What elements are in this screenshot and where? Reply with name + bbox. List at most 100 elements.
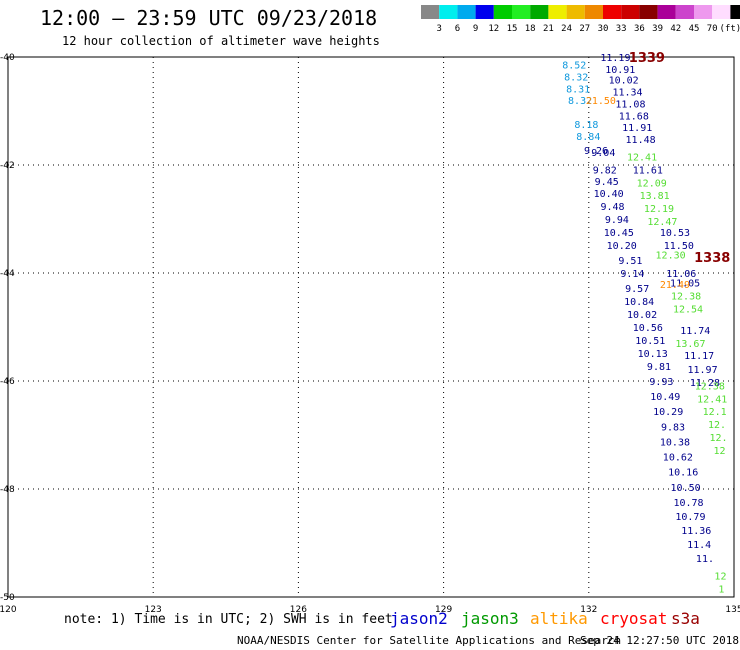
wave-height-value-jason2: 11.28 — [690, 378, 720, 389]
wave-height-value-jason2-light: 8.84 — [576, 132, 600, 143]
y-tick-label: -42 — [0, 161, 15, 171]
wave-height-value-jason2: 10.78 — [673, 498, 703, 509]
wave-height-value-jason2: 11.97 — [687, 365, 717, 376]
wave-height-value-jason2: 9.93 — [649, 377, 673, 388]
wave-height-value-jason3: 12.38 — [695, 381, 725, 392]
plot-frame — [7, 56, 735, 598]
wave-height-value-jason2: 9.57 — [625, 284, 649, 295]
color-swatch — [475, 5, 494, 19]
wave-height-value-jason3: 12.19 — [644, 204, 674, 215]
wave-height-value-jason3: 12.54 — [673, 305, 703, 316]
wave-height-value-jason2: 11.91 — [622, 123, 652, 134]
wave-height-value-jason2: 10.40 — [594, 189, 624, 200]
axis-ticks: 120 123 126 129 132 135 -40 -42 -44 -46 -48 -50 — [0, 53, 740, 615]
color-swatch — [639, 5, 658, 19]
legend-jason3: jason3 — [461, 609, 519, 628]
legend-s3a: s3a — [671, 609, 700, 628]
color-swatch — [493, 5, 512, 19]
wave-height-value-jason2: 9.51 — [618, 256, 642, 267]
wave-height-value-jason2: 10.56 — [633, 323, 663, 334]
timestamp: Sep 24 12:27:50 UTC 2018 — [580, 634, 739, 647]
wave-height-value-jason2: 11.08 — [615, 99, 645, 110]
color-scale-label: 42 — [670, 24, 681, 34]
wave-height-value-jason3: 12. — [709, 433, 727, 444]
wave-height-value-jason3: 12.09 — [637, 178, 667, 189]
wave-height-value-jason2: 9.14 — [620, 269, 644, 280]
legend-jason2: jason2 — [390, 609, 448, 628]
wave-height-value-jason2: 9.45 — [595, 177, 619, 188]
wave-height-value-jason2: 10.79 — [675, 512, 705, 523]
color-swatch — [439, 5, 458, 19]
wave-height-value-jason2: 9.48 — [600, 202, 624, 213]
color-swatch — [712, 5, 731, 19]
chart-subtitle: 12 hour collection of altimeter wave hei… — [62, 34, 380, 48]
wave-height-value-jason3: 12.41 — [697, 394, 727, 405]
wave-height-value-jason3: 12.41 — [627, 152, 657, 163]
wave-height-value-jason2: 10.84 — [624, 297, 654, 308]
wave-height-value-s3a: 1338 — [694, 251, 730, 266]
wave-height-value-jason2-light: 8.31 — [566, 84, 590, 95]
wave-height-value-jason2: 10.02 — [627, 310, 657, 321]
wave-height-value-jason2: 10.62 — [663, 453, 693, 464]
color-swatch — [730, 5, 740, 19]
x-tick-label: 120 — [0, 605, 17, 615]
wave-height-value-jason2: 9.83 — [661, 422, 685, 433]
color-scale-label: 33 — [616, 24, 627, 34]
plot-area — [7, 56, 735, 598]
wave-height-value-jason2: 11.50 — [664, 241, 694, 252]
wave-height-value-jason2-light: 8.18 — [574, 120, 598, 131]
wave-height-value-jason2: 10.49 — [650, 392, 680, 403]
color-swatch — [584, 5, 603, 19]
color-scale-label: 9 — [473, 24, 478, 34]
color-swatch — [457, 5, 476, 19]
wave-height-value-jason3: 12. — [708, 420, 726, 431]
wave-height-value-jason2: 9.26 — [584, 146, 608, 157]
wave-height-value-jason2-light: 8.52 — [562, 61, 586, 72]
y-tick-label: -50 — [0, 593, 15, 603]
color-scale-label: 6 — [455, 24, 460, 34]
color-scale-bar: 3 6 9 12 15 18 21 24 27 30 33 36 39 42 45 70 (ft) — [421, 5, 740, 34]
color-scale-label: 15 — [507, 24, 518, 34]
wave-height-value-jason2: 11.61 — [633, 165, 663, 176]
color-scale-label: 39 — [652, 24, 663, 34]
wave-height-value-jason3: 12.1 — [703, 407, 727, 418]
wave-height-value-jason2: 11.48 — [626, 135, 656, 146]
wave-height-value-jason2: 11.4 — [687, 540, 711, 551]
wave-height-value-jason2: 11.68 — [619, 111, 649, 122]
data-marks: 11.1910.9110.0211.3411.0811.6811.9111.48… — [562, 51, 730, 595]
x-tick-label: 126 — [290, 605, 307, 615]
color-scale-label: 27 — [579, 24, 590, 34]
color-swatch — [512, 5, 531, 19]
wave-height-value-jason3: 13.67 — [675, 339, 705, 350]
y-tick-label: -46 — [0, 377, 15, 387]
color-scale-label: 12 — [488, 24, 499, 34]
color-scale-label: 36 — [634, 24, 645, 34]
wave-height-value-jason3: 12 — [713, 446, 725, 457]
color-swatch — [548, 5, 567, 19]
chart-title: 12:00 – 23:59 UTC 09/23/2018 — [40, 6, 378, 30]
wave-height-value-jason2: 10.13 — [638, 349, 668, 360]
wave-height-value-jason2: 11.36 — [681, 526, 711, 537]
color-scale-label: 3 — [436, 24, 441, 34]
wave-height-value-jason2: 10.20 — [607, 241, 637, 252]
wave-height-value-jason2: 9.82 — [593, 165, 617, 176]
wave-height-value-jason2: 11.34 — [612, 88, 642, 99]
color-scale-label: 18 — [525, 24, 536, 34]
color-scale-label: 21 — [543, 24, 554, 34]
color-swatch — [675, 5, 694, 19]
color-scale-label: 45 — [689, 24, 700, 34]
color-swatch — [530, 5, 549, 19]
legend-altika: altika — [530, 609, 588, 628]
wave-height-value-jason2: 10.45 — [604, 228, 634, 239]
color-scale-label: 30 — [598, 24, 609, 34]
footnote: note: 1) Time is in UTC; 2) SWH is in fe… — [64, 612, 393, 627]
wave-height-value-jason2: 10.51 — [635, 336, 665, 347]
wave-height-value-jason2: 10.38 — [660, 437, 690, 448]
wave-height-value-jason3: 12 — [714, 571, 726, 582]
x-tick-label: 123 — [145, 605, 162, 615]
wave-height-value-altika: 21.50 — [586, 96, 616, 107]
wave-height-value-jason2-light: 8.32 — [564, 72, 588, 83]
wave-height-value-jason2: 9.94 — [605, 215, 629, 226]
color-scale-label: 24 — [561, 24, 572, 34]
